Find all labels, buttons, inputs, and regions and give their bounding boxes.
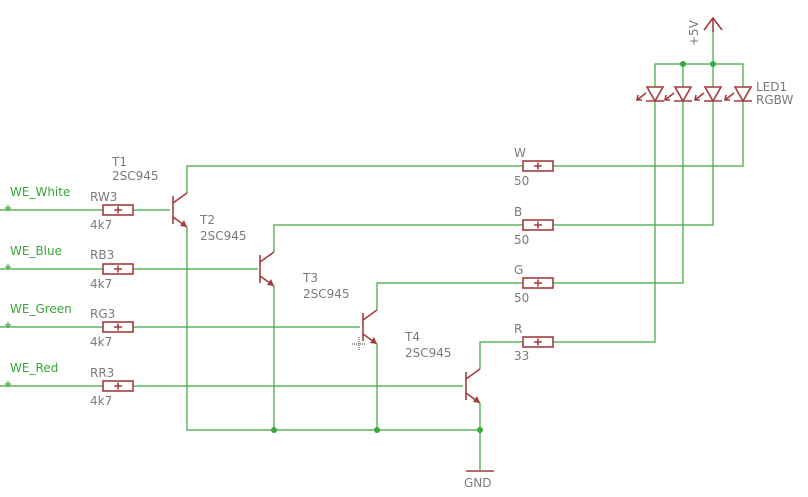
led-diode-g — [664, 86, 693, 103]
svg-text:4k7: 4k7 — [90, 394, 112, 408]
svg-text:2SC945: 2SC945 — [303, 287, 350, 301]
transistor-t2: T2 2SC945 — [199, 213, 275, 287]
svg-text:RR3: RR3 — [90, 366, 114, 380]
led-diode-w — [724, 86, 753, 103]
supply-symbol: +5V — [687, 16, 723, 46]
wires — [0, 30, 744, 470]
svg-text:WE_Blue: WE_Blue — [10, 244, 62, 258]
svg-text:G: G — [514, 263, 523, 277]
svg-text:2SC945: 2SC945 — [405, 346, 452, 360]
svg-text:4k7: 4k7 — [90, 277, 112, 291]
junction-dot — [477, 427, 483, 433]
wire-t4-collector — [479, 341, 523, 369]
led-diode-r — [636, 86, 665, 103]
led-rgbw: LED1 RGBW — [636, 80, 793, 107]
resistor-rb3: RB3 4k7 — [90, 248, 134, 291]
svg-text:T3: T3 — [302, 271, 318, 285]
wire-g-led — [553, 101, 684, 284]
resistor-r: R 33 — [514, 322, 554, 363]
svg-text:R: R — [514, 322, 522, 336]
wire-t3-collector — [376, 282, 523, 310]
junction-dot — [710, 61, 716, 67]
net-label-blue: WE_Blue — [5, 244, 62, 270]
ground-label: GND — [464, 476, 492, 490]
ground-symbol: GND — [464, 470, 494, 490]
net-labels: WE_White WE_Blue WE_Green WE_Red — [5, 185, 72, 387]
junction-dot — [374, 427, 380, 433]
junction-dot — [271, 427, 277, 433]
svg-text:W: W — [514, 146, 526, 160]
svg-text:50: 50 — [514, 291, 529, 305]
svg-text:4k7: 4k7 — [90, 335, 112, 349]
svg-text:2SC945: 2SC945 — [112, 169, 159, 183]
resistor-rw3: RW3 4k7 — [90, 190, 134, 232]
wire-t2-collector — [273, 224, 523, 252]
svg-text:T4: T4 — [404, 330, 420, 344]
resistor-g: G 50 — [514, 263, 554, 305]
led-name: LED1 — [756, 80, 787, 94]
transistor-t4: T4 2SC945 — [404, 330, 481, 404]
net-label-red: WE_Red — [5, 361, 58, 387]
svg-text:RG3: RG3 — [90, 307, 115, 321]
led-diode-b — [694, 86, 723, 103]
svg-text:WE_Red: WE_Red — [10, 361, 58, 375]
wire-t1-collector — [186, 165, 523, 193]
resistor-rg3: RG3 4k7 — [90, 307, 134, 349]
supply-label: +5V — [687, 19, 701, 46]
svg-text:T1: T1 — [111, 155, 127, 169]
resistor-rr3: RR3 4k7 — [90, 366, 134, 408]
svg-text:50: 50 — [514, 233, 529, 247]
wire-ground-bus — [186, 227, 480, 431]
wire-b-led — [553, 101, 714, 226]
svg-text:WE_Green: WE_Green — [10, 302, 72, 316]
svg-text:4k7: 4k7 — [90, 218, 112, 232]
svg-text:RB3: RB3 — [90, 248, 114, 262]
wire-w-led — [553, 101, 744, 167]
svg-text:50: 50 — [514, 174, 529, 188]
svg-text:B: B — [514, 205, 522, 219]
resistor-b: B 50 — [514, 205, 554, 247]
wire-r-led — [553, 101, 656, 343]
resistor-w: W 50 — [514, 146, 554, 188]
led-type: RGBW — [756, 93, 793, 107]
svg-text:33: 33 — [514, 349, 529, 363]
transistor-t3: T3 2SC945 — [302, 271, 378, 351]
svg-text:2SC945: 2SC945 — [200, 229, 247, 243]
net-label-white: WE_White — [5, 185, 70, 211]
junction-dot — [680, 61, 686, 67]
svg-text:T2: T2 — [199, 213, 215, 227]
transistor-t1: T1 2SC945 — [111, 155, 188, 228]
svg-text:WE_White: WE_White — [10, 185, 70, 199]
svg-text:RW3: RW3 — [90, 190, 117, 204]
net-label-green: WE_Green — [5, 302, 72, 328]
wire-led-anode-bus — [654, 63, 744, 87]
